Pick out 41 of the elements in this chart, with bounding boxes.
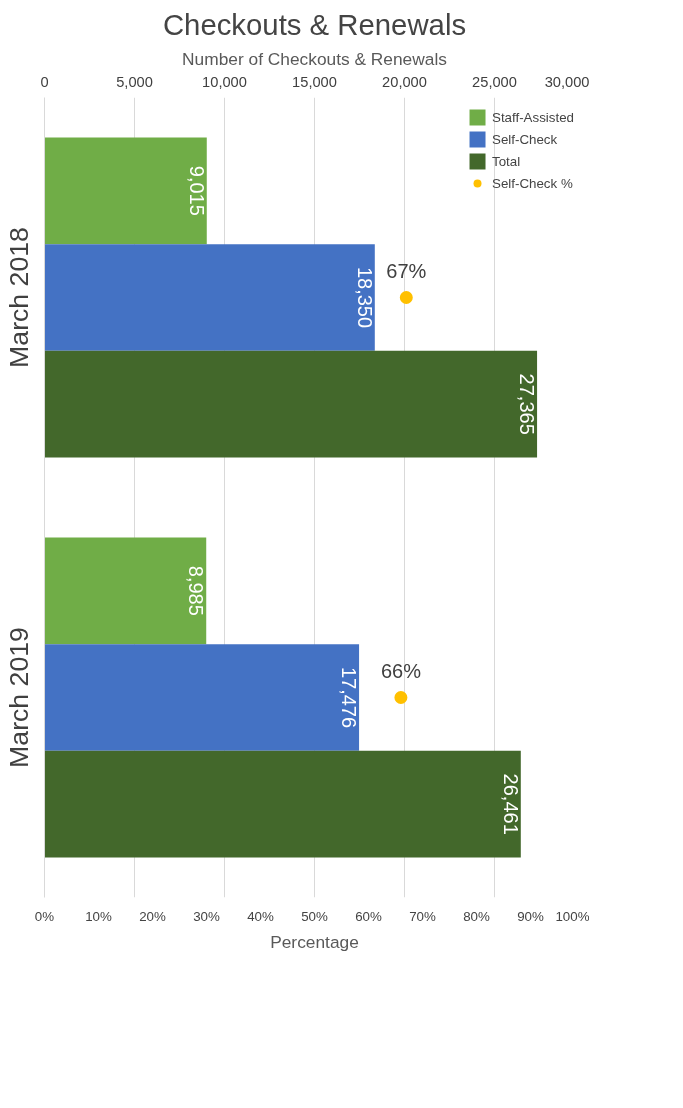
- x2-tick-label: 80%: [463, 908, 490, 924]
- x-tick-label: 0: [40, 73, 49, 90]
- chart-title: Checkouts & Renewals: [162, 7, 467, 41]
- x2-tick-label: 30%: [193, 908, 220, 924]
- x2-tick-label: 0%: [34, 908, 55, 924]
- x-tick-label: 5,000: [116, 73, 153, 90]
- data-label: 27,365: [516, 373, 539, 435]
- x2-tick-label: 90%: [517, 908, 544, 924]
- bar: [44, 137, 207, 245]
- y-tick-label: March 2019: [3, 627, 34, 768]
- legend-label: Self-Check %: [492, 175, 573, 191]
- bar: [44, 350, 538, 458]
- x-tick-label: 20,000: [382, 73, 427, 90]
- x-tick-label: 25,000: [472, 73, 517, 90]
- x2-tick-label: 40%: [247, 908, 274, 924]
- x2-tick-label: 70%: [409, 908, 436, 924]
- data-label: 9,015: [185, 165, 208, 216]
- bar: [44, 750, 521, 858]
- bar: [44, 537, 207, 645]
- x2-tick-label: 20%: [139, 908, 166, 924]
- x2-tick-label: 60%: [355, 908, 382, 924]
- data-label: 66%: [380, 659, 422, 682]
- legend-label: Total: [492, 153, 521, 169]
- x2-tick-label: 10%: [85, 908, 112, 924]
- data-label: 26,461: [499, 773, 522, 835]
- x-axis-title: Number of Checkouts & Renewals: [182, 48, 448, 69]
- x-tick-label: 15,000: [292, 73, 337, 90]
- y-tick-label: March 2018: [3, 227, 34, 368]
- x2-tick-label: 100%: [555, 908, 590, 924]
- x-tick-label: 10,000: [202, 73, 247, 90]
- x2-tick-label: 50%: [301, 908, 328, 924]
- data-label: 18,350: [353, 266, 376, 329]
- x-tick-label: 30,000: [544, 73, 590, 90]
- bar: [44, 244, 375, 351]
- x2-axis-title: Percentage: [270, 931, 359, 952]
- data-label: 8,985: [185, 565, 208, 616]
- legend-label: Self-Check: [492, 131, 558, 147]
- legend-label: Staff-Assisted: [492, 109, 574, 125]
- bar: [44, 644, 360, 751]
- data-label: 17,476: [338, 666, 361, 729]
- data-label: 67%: [386, 259, 427, 282]
